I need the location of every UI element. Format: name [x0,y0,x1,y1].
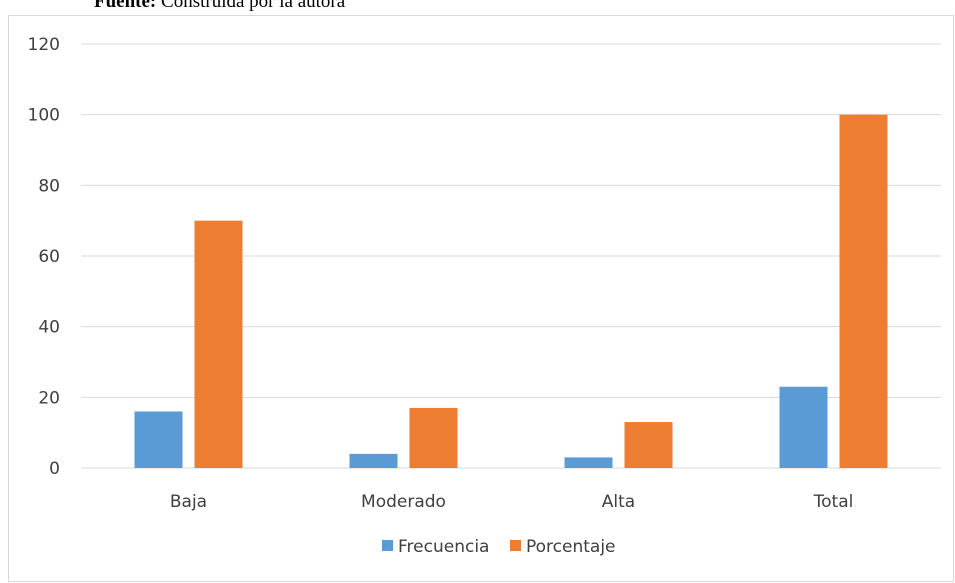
y-tick-label: 0 [49,459,60,479]
bar-frecuencia-alta [564,457,613,468]
bar-porcentaje-alta [624,422,673,468]
source-caption-text: Construida por la autora [156,0,346,12]
y-tick-label: 40 [38,318,60,338]
y-tick-label: 60 [38,247,60,267]
y-tick-label: 100 [28,106,60,126]
legend-swatch-frecuencia [382,540,393,551]
x-tick-label: Moderado [361,492,446,512]
source-caption-label: Fuente: [94,0,157,12]
x-tick-label: Total [813,492,854,512]
bar-frecuencia-total [779,386,828,468]
legend-label-frecuencia: Frecuencia [398,537,489,557]
x-tick-label: Alta [602,492,635,512]
bar-porcentaje-total [839,114,888,469]
bar-chart: 0 20 40 60 80 100 120 Baja Moderado Alta Total Frec… [28,35,941,557]
x-tick-label: Baja [170,492,207,512]
bar-frecuencia-moderado [349,453,398,468]
y-tick-label: 20 [38,388,60,408]
chart-frame: 0 20 40 60 80 100 120 Baja Moderado Alta Total Frec… [8,15,954,582]
legend-label-porcentaje: Porcentaje [526,537,616,557]
legend-swatch-porcentaje [510,540,521,551]
bar-porcentaje-moderado [409,407,458,468]
y-tick-label: 80 [38,176,60,196]
y-tick-label: 120 [28,35,60,55]
bar-porcentaje-baja [194,220,243,468]
source-caption: Fuente: Construida por la autora [94,0,345,13]
bar-frecuencia-baja [134,411,183,468]
